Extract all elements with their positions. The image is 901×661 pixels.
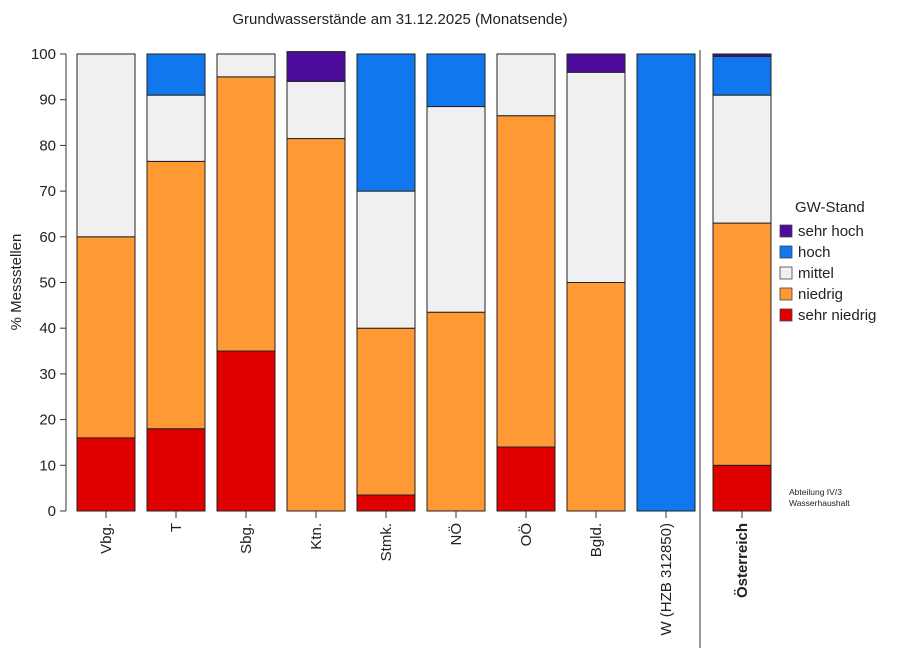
y-tick-label: 90 [39, 92, 56, 109]
legend-label-niedrig: niedrig [798, 286, 843, 303]
bar-segment-niedrig-no [426, 311, 486, 512]
y-tick-label: 100 [31, 46, 56, 63]
bar-segment-sehr-niedrig-osterreich [712, 464, 772, 512]
bar-segment-mittel-sbg [216, 53, 276, 78]
bar-segment-hoch-stmk [356, 53, 416, 192]
bar-segment-mittel-no [426, 106, 486, 313]
bar-segment-mittel-vbg [76, 53, 136, 238]
x-tick-label-vbg: Vbg. [98, 523, 115, 554]
x-tick-label-no: NÖ [447, 523, 465, 546]
legend-swatch-hoch [779, 245, 793, 259]
bar-segment-sehr-hoch-bgld [566, 53, 626, 73]
bar-segment-niedrig-vbg [76, 236, 136, 439]
bar-segment-hoch-t [146, 53, 206, 96]
x-tick-label-sbg: Sbg. [238, 523, 255, 554]
x-tick-label-osterreich: Österreich [734, 523, 751, 598]
y-tick-label: 10 [39, 457, 56, 474]
bar-segment-sehr-hoch-ktn [286, 51, 346, 82]
legend-swatch-sehr-hoch [779, 224, 793, 238]
bar-segment-sehr-niedrig-oo [496, 446, 556, 512]
y-tick-label: 60 [39, 229, 56, 246]
y-tick-label: 80 [39, 137, 56, 154]
y-tick-label: 0 [48, 503, 56, 520]
x-tick-label-ktn: Ktn. [308, 523, 325, 550]
bar-segment-niedrig-ktn [286, 138, 346, 512]
bar-segment-mittel-osterreich [712, 94, 772, 224]
bar-segment-niedrig-t [146, 160, 206, 430]
bar-segment-mittel-oo [496, 53, 556, 117]
bar-segment-mittel-stmk [356, 190, 416, 329]
bar-segment-hoch-w-hzb-312850 [636, 53, 696, 512]
x-tick-label-oo: OÖ [517, 523, 535, 546]
bar-segment-hoch-no [426, 53, 486, 108]
y-tick-label: 20 [39, 412, 56, 429]
bar-segment-niedrig-sbg [216, 76, 276, 352]
x-tick-label-bgld: Bgld. [588, 523, 605, 557]
y-tick-label: 70 [39, 183, 56, 200]
x-tick-label-w-hzb-312850: W (HZB 312850) [658, 523, 675, 636]
legend-swatch-niedrig [779, 287, 793, 301]
legend-swatch-mittel [779, 266, 793, 280]
x-tick-label-t: T [168, 523, 185, 532]
y-tick-label: 50 [39, 275, 56, 292]
legend-title: GW-Stand [795, 199, 865, 216]
y-axis-label: % Messstellen [8, 234, 25, 331]
legend-label-sehr-niedrig: sehr niedrig [798, 307, 876, 324]
bar-segment-niedrig-osterreich [712, 222, 772, 466]
legend-swatch-sehr-niedrig [779, 308, 793, 322]
legend-label-mittel: mittel [798, 265, 834, 282]
credit-text: Abteilung IV/3 Wasserhaushalt [789, 487, 850, 509]
chart-title: Grundwasserstände am 31.12.2025 (Monatse… [232, 11, 567, 28]
bar-segment-sehr-niedrig-sbg [216, 350, 276, 512]
x-tick-label-stmk: Stmk. [378, 523, 395, 561]
y-tick-label: 30 [39, 366, 56, 383]
bar-segment-sehr-niedrig-stmk [356, 494, 416, 512]
bar-segment-niedrig-bgld [566, 282, 626, 512]
bar-segment-mittel-t [146, 94, 206, 162]
bar-segment-mittel-ktn [286, 80, 346, 140]
bar-segment-sehr-niedrig-t [146, 428, 206, 512]
bar-segment-niedrig-oo [496, 115, 556, 448]
bar-segment-niedrig-stmk [356, 327, 416, 496]
legend-label-sehr-hoch: sehr hoch [798, 223, 864, 240]
bar-segment-sehr-niedrig-vbg [76, 437, 136, 512]
y-tick-label: 40 [39, 320, 56, 337]
credit-line-1: Abteilung IV/3 [789, 487, 842, 497]
bar-segment-hoch-osterreich [712, 55, 772, 96]
credit-line-2: Wasserhaushalt [789, 498, 850, 508]
bar-segment-mittel-bgld [566, 71, 626, 283]
legend-label-hoch: hoch [798, 244, 831, 261]
